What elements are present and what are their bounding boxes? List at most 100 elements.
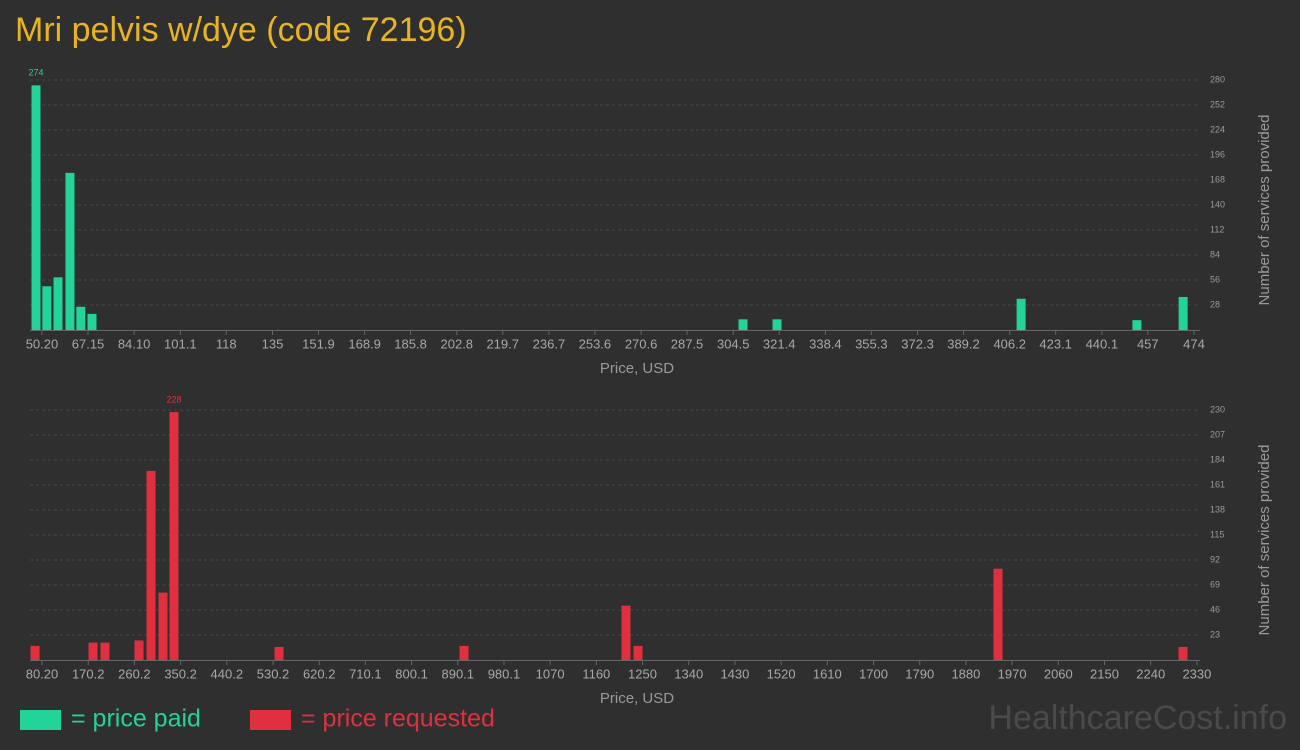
y-tick-label: 112 (1210, 224, 1224, 234)
x-tick-label: 1340 (674, 666, 703, 681)
x-tick-label: 1790 (905, 666, 934, 681)
x-tick-label: 1610 (813, 666, 842, 681)
bar (633, 645, 643, 660)
x-tick-label: 1070 (536, 666, 565, 681)
x-tick-label: 185.8 (394, 336, 427, 351)
y-axis-title: Number of services provided (1256, 445, 1273, 636)
legend-label: = price requested (301, 705, 495, 733)
y-tick-label: 252 (1210, 99, 1225, 109)
x-tick-label: 1520 (767, 666, 796, 681)
x-tick-label: 1700 (859, 666, 888, 681)
bar (88, 642, 98, 660)
x-tick-label: 800.1 (395, 666, 428, 681)
legend-label: = price paid (71, 705, 201, 733)
x-tick-label: 457 (1137, 336, 1159, 351)
legend-swatch (250, 710, 291, 730)
x-tick-label: 260.2 (118, 666, 151, 681)
x-tick-label: 84.10 (118, 336, 151, 351)
x-tick-label: 151.9 (302, 336, 335, 351)
bar (30, 645, 40, 660)
y-tick-label: 92 (1210, 554, 1220, 564)
x-tick-label: 350.2 (164, 666, 197, 681)
y-tick-label: 140 (1210, 199, 1225, 209)
bar (65, 172, 75, 330)
x-tick-label: 406.2 (993, 336, 1026, 351)
y-tick-label: 207 (1210, 429, 1225, 439)
y-tick-label: 224 (1210, 124, 1225, 134)
y-tick-label: 28 (1210, 299, 1220, 309)
bar (1178, 646, 1188, 660)
x-tick-label: 253.6 (579, 336, 612, 351)
bar (76, 306, 86, 330)
x-tick-label: 338.4 (809, 336, 842, 351)
x-tick-label: 2330 (1182, 666, 1211, 681)
y-tick-label: 280 (1210, 74, 1225, 84)
x-tick-label: 170.2 (72, 666, 105, 681)
bar (134, 640, 144, 660)
x-tick-label: 440.1 (1086, 336, 1119, 351)
y-tick-label: 23 (1210, 629, 1220, 639)
x-tick-label: 236.7 (533, 336, 566, 351)
chart-title: Mri pelvis w/dye (code 72196) (15, 11, 467, 49)
bar (459, 645, 469, 660)
x-tick-label: 355.3 (855, 336, 888, 351)
bar (169, 412, 179, 660)
x-tick-label: 2150 (1090, 666, 1119, 681)
x-tick-label: 118 (216, 336, 237, 351)
y-tick-label: 184 (1210, 454, 1225, 464)
bar (53, 277, 63, 330)
x-tick-label: 890.1 (441, 666, 474, 681)
bar (1178, 296, 1188, 330)
y-tick-label: 161 (1210, 479, 1225, 489)
y-tick-label: 196 (1210, 149, 1225, 159)
x-tick-label: 219.7 (486, 336, 519, 351)
y-tick-label: 168 (1210, 174, 1225, 184)
x-tick-label: 202.8 (441, 336, 474, 351)
x-tick-label: 1880 (951, 666, 980, 681)
y-tick-label: 56 (1210, 274, 1220, 284)
bar (274, 646, 284, 660)
x-axis-title: Price, USD (600, 690, 674, 707)
x-tick-label: 620.2 (303, 666, 336, 681)
x-tick-label: 710.1 (349, 666, 382, 681)
bar (146, 470, 156, 660)
bar (738, 319, 748, 330)
x-tick-label: 80.20 (26, 666, 59, 681)
x-tick-label: 530.2 (257, 666, 290, 681)
x-tick-label: 389.2 (947, 336, 980, 351)
x-tick-label: 101.1 (164, 336, 197, 351)
x-tick-label: 1430 (720, 666, 749, 681)
x-tick-label: 287.5 (671, 336, 704, 351)
x-tick-label: 168.9 (348, 336, 381, 351)
x-tick-label: 67.15 (72, 336, 105, 351)
bar (621, 605, 631, 660)
x-tick-label: 980.1 (488, 666, 521, 681)
y-axis-title: Number of services provided (1256, 115, 1273, 306)
x-tick-label: 321.4 (763, 336, 796, 351)
value-label: 228 (166, 395, 181, 405)
bar (100, 642, 110, 660)
x-tick-label: 2060 (1044, 666, 1073, 681)
x-tick-label: 1160 (582, 666, 610, 681)
x-tick-label: 423.1 (1039, 336, 1072, 351)
x-tick-label: 1970 (998, 666, 1027, 681)
bar (158, 592, 168, 660)
watermark: HealthcareCost.info (988, 699, 1287, 737)
x-tick-label: 2240 (1136, 666, 1165, 681)
legend-swatch (20, 710, 61, 730)
bar (87, 313, 97, 330)
x-tick-label: 270.6 (625, 336, 658, 351)
y-tick-label: 115 (1210, 529, 1224, 539)
bar (772, 319, 782, 330)
x-tick-label: 440.2 (211, 666, 244, 681)
x-tick-label: 474 (1183, 336, 1205, 351)
bar (993, 568, 1003, 660)
y-tick-label: 138 (1210, 504, 1225, 514)
x-tick-label: 372.3 (901, 336, 934, 351)
x-tick-label: 1250 (628, 666, 657, 681)
bar (42, 286, 52, 330)
bar (1132, 320, 1142, 330)
x-axis-title: Price, USD (600, 360, 674, 377)
value-label: 274 (28, 68, 43, 78)
